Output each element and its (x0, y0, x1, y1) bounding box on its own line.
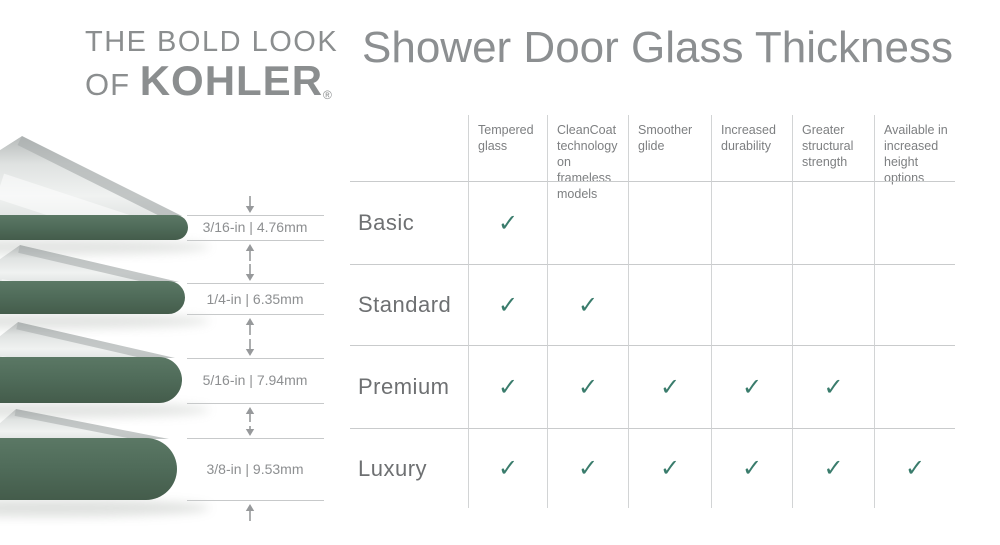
row-label-basic: Basic (350, 181, 468, 264)
check-cell: ✓ (792, 428, 874, 508)
table-corner-cell (350, 115, 468, 181)
check-cell: ✓ (711, 428, 792, 508)
glass-pane-2 (0, 245, 210, 329)
check-cell (547, 181, 628, 264)
check-cell: ✓ (547, 345, 628, 428)
check-cell (874, 181, 955, 264)
check-cell: ✓ (628, 345, 711, 428)
page-title: Shower Door Glass Thickness (362, 23, 953, 72)
column-header-structural-strength: Greater structural strength (792, 115, 874, 181)
logo-of-text: OF (85, 67, 131, 102)
check-cell: ✓ (874, 428, 955, 508)
check-cell: ✓ (468, 345, 547, 428)
row-label-luxury: Luxury (350, 428, 468, 508)
column-header-cleancoat: CleanCoat technology on frameless models (547, 115, 628, 201)
row-label-standard: Standard (350, 264, 468, 345)
glass-pane-3 (0, 322, 210, 418)
check-cell: ✓ (628, 428, 711, 508)
check-cell: ✓ (547, 264, 628, 345)
column-header-height-options: Available in increased height options (874, 115, 955, 185)
kohler-logo: THE BOLD LOOK OF KOHLER® (85, 28, 355, 102)
check-cell: ✓ (468, 181, 547, 264)
check-cell: ✓ (792, 345, 874, 428)
check-cell: ✓ (547, 428, 628, 508)
check-cell (792, 181, 874, 264)
glass-pane-4 (0, 409, 210, 517)
logo-brand-name: KOHLER (139, 57, 324, 104)
logo-tagline-line1: THE BOLD LOOK (85, 26, 339, 58)
check-cell (874, 345, 955, 428)
check-cell (628, 181, 711, 264)
check-cell (792, 264, 874, 345)
column-header-tempered-glass: Tempered glass (468, 115, 547, 181)
check-cell: ✓ (468, 428, 547, 508)
logo-tagline-line2: OF KOHLER® (85, 60, 355, 102)
check-cell (711, 181, 792, 264)
column-header-increased-durability: Increased durability (711, 115, 792, 181)
thickness-label-1: 3/16-in | 4.76mm (202, 219, 308, 235)
glass-stack-illustration (0, 136, 324, 521)
column-header-smoother-glide: Smoother glide (628, 115, 711, 181)
thickness-label-2: 1/4-in | 6.35mm (206, 291, 304, 307)
thickness-label-4: 3/8-in | 9.53mm (206, 461, 304, 477)
check-cell: ✓ (711, 345, 792, 428)
registered-trademark-icon: ® (323, 88, 332, 102)
glass-pane-1 (0, 136, 210, 255)
dimension-lines (187, 215, 324, 501)
check-cell: ✓ (468, 264, 547, 345)
check-cell (711, 264, 792, 345)
check-cell (628, 264, 711, 345)
thickness-label-3: 5/16-in | 7.94mm (202, 372, 308, 388)
comparison-table: Tempered glass CleanCoat technology on f… (350, 115, 955, 508)
check-cell (874, 264, 955, 345)
row-label-premium: Premium (350, 345, 468, 428)
dimension-arrow-icons (245, 196, 255, 521)
